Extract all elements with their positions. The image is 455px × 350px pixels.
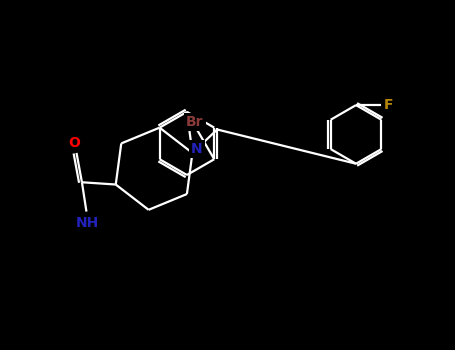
Text: F: F (384, 98, 394, 112)
Text: N: N (191, 142, 203, 156)
Text: Br: Br (186, 115, 203, 129)
Text: O: O (68, 136, 80, 150)
Text: NH: NH (76, 216, 99, 230)
